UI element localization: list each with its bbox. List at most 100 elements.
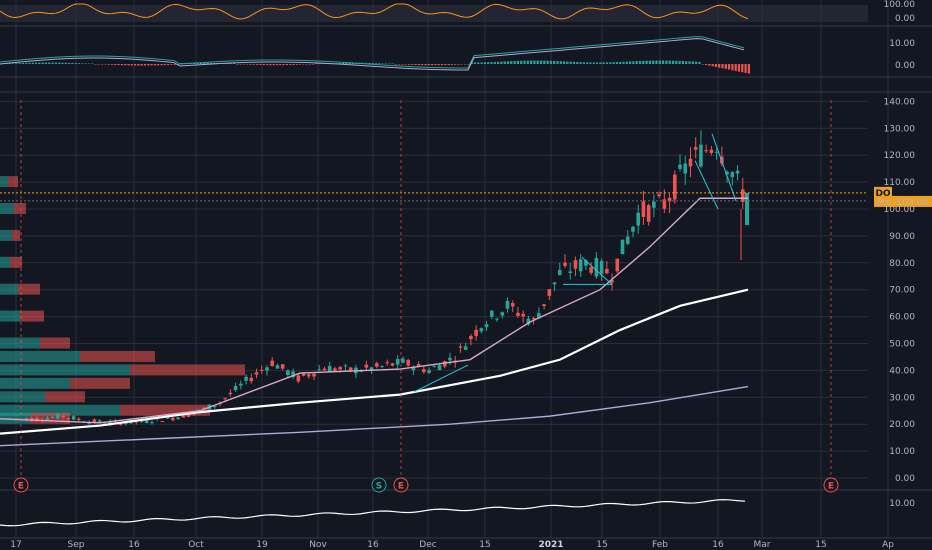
macd-histogram-bar (576, 62, 579, 64)
candle-body (646, 205, 651, 222)
candle-body (578, 259, 583, 272)
time-tick-label: Feb (652, 540, 668, 550)
candle-body (730, 172, 735, 178)
macd-histogram-bar (394, 64, 397, 65)
candle-body (594, 258, 599, 277)
symbol-price-badge[interactable] (874, 186, 892, 198)
macd-histogram-bar (579, 62, 582, 64)
macd-histogram-bar (84, 63, 87, 64)
candles[interactable] (14, 130, 749, 427)
candle-body (223, 398, 227, 400)
candle-body (301, 372, 306, 376)
grid-lines (0, 0, 889, 538)
macd-histogram-bar (137, 64, 140, 66)
volume-profile-down-bar (120, 404, 210, 416)
event-markers[interactable]: E E ES (13, 100, 839, 493)
candle-body (605, 268, 609, 274)
premarket-price-badge[interactable] (874, 195, 932, 207)
macd-histogram-bar (94, 64, 97, 65)
macd-histogram-bar (711, 64, 714, 67)
candle-body (510, 303, 515, 307)
earnings-marker[interactable] (393, 477, 409, 493)
price-axis[interactable]: 140.00 130.00 120.00 110.00 100.00 90.00 80.00… (874, 0, 932, 509)
macd-histogram-bar (104, 64, 107, 65)
macd-histogram-bar (635, 61, 638, 64)
macd-histogram-bar (665, 60, 668, 64)
candle-body (589, 267, 593, 273)
macd-histogram-bar (450, 64, 453, 65)
candle-body (688, 158, 693, 167)
macd-histogram-bar (473, 62, 477, 64)
volume-profile-down-bar (80, 350, 155, 362)
macd-histogram-bar (440, 64, 444, 66)
macd-histogram-bar (305, 64, 308, 65)
macd-histogram-bar (718, 64, 721, 68)
volume-profile-up-bar (0, 283, 18, 295)
price-tick-label: 120.00 (884, 151, 916, 161)
volume-profile-down-bar (70, 377, 130, 389)
trend-line[interactable] (711, 133, 737, 202)
time-tick-label: 15 (815, 540, 826, 550)
macd-histogram-bar (464, 64, 467, 65)
oscillator-panel[interactable] (0, 3, 868, 22)
candle-body (212, 406, 217, 408)
macd-histogram-bar (417, 64, 420, 66)
macd-histogram-bar (510, 61, 513, 64)
earnings-marker[interactable] (823, 477, 839, 493)
macd-histogram-bar (124, 64, 127, 66)
macd-histogram-bar (586, 62, 589, 64)
macd-histogram-bar (728, 64, 731, 70)
candle-body (327, 365, 332, 372)
earnings-marker[interactable] (13, 477, 29, 493)
macd-histogram-bar (662, 60, 665, 64)
moving-average-line (0, 288, 749, 435)
macd-histogram-bar (480, 62, 483, 64)
candle-body (573, 260, 578, 269)
macd-histogram-bar (493, 61, 496, 64)
volume-profile-down-bar (14, 203, 26, 214)
macd-histogram-bar (41, 62, 44, 64)
candle-body (92, 419, 97, 423)
trend-line[interactable] (694, 160, 719, 210)
candle-body (709, 149, 714, 153)
candle-body (307, 374, 311, 377)
macd-histogram-bar (457, 64, 460, 65)
macd-histogram-bar (737, 64, 741, 72)
macd-histogram-bar (143, 64, 147, 66)
macd-panel[interactable] (0, 36, 750, 74)
candle-body (521, 313, 525, 317)
candle-body (45, 418, 50, 420)
moving-averages (0, 197, 749, 447)
candle-body (714, 151, 719, 153)
candle-body (317, 369, 322, 371)
candle-body (625, 236, 630, 244)
macd-histogram-bar (708, 64, 711, 66)
time-tick-label: 16 (367, 540, 379, 550)
oscillator-line (0, 3, 749, 20)
candle-body (631, 226, 635, 232)
macd-histogram-bar (569, 61, 572, 64)
macd-histogram-bar (150, 64, 153, 66)
macd-histogram-bar (87, 63, 90, 64)
macd-histogram-bar (629, 61, 632, 64)
trend-lines[interactable] (413, 133, 737, 393)
candle-body (563, 262, 567, 266)
candle-body (641, 201, 646, 217)
candle-body (312, 373, 316, 377)
split-marker[interactable] (371, 477, 387, 493)
macd-histogram-bar (54, 62, 57, 64)
macd-histogram-bar (553, 60, 556, 64)
volume-profile-down-bar (12, 229, 20, 241)
candle-body (390, 363, 395, 366)
candle-body (422, 369, 426, 373)
time-axis[interactable]: 17 Sep 16 Oct 19 Nov 16 Dec 15 2021 15 Feb 16 Mar 15 Ap (0, 537, 932, 550)
candle-body (348, 367, 353, 372)
trend-line[interactable] (581, 257, 613, 285)
volume-profile-up-bar (0, 350, 80, 362)
trend-line[interactable] (413, 364, 469, 393)
candle-body (191, 413, 196, 415)
macd-histogram-bar (35, 62, 38, 64)
macd-histogram-bar (701, 64, 704, 65)
bottom-indicator-panel[interactable] (0, 499, 746, 527)
